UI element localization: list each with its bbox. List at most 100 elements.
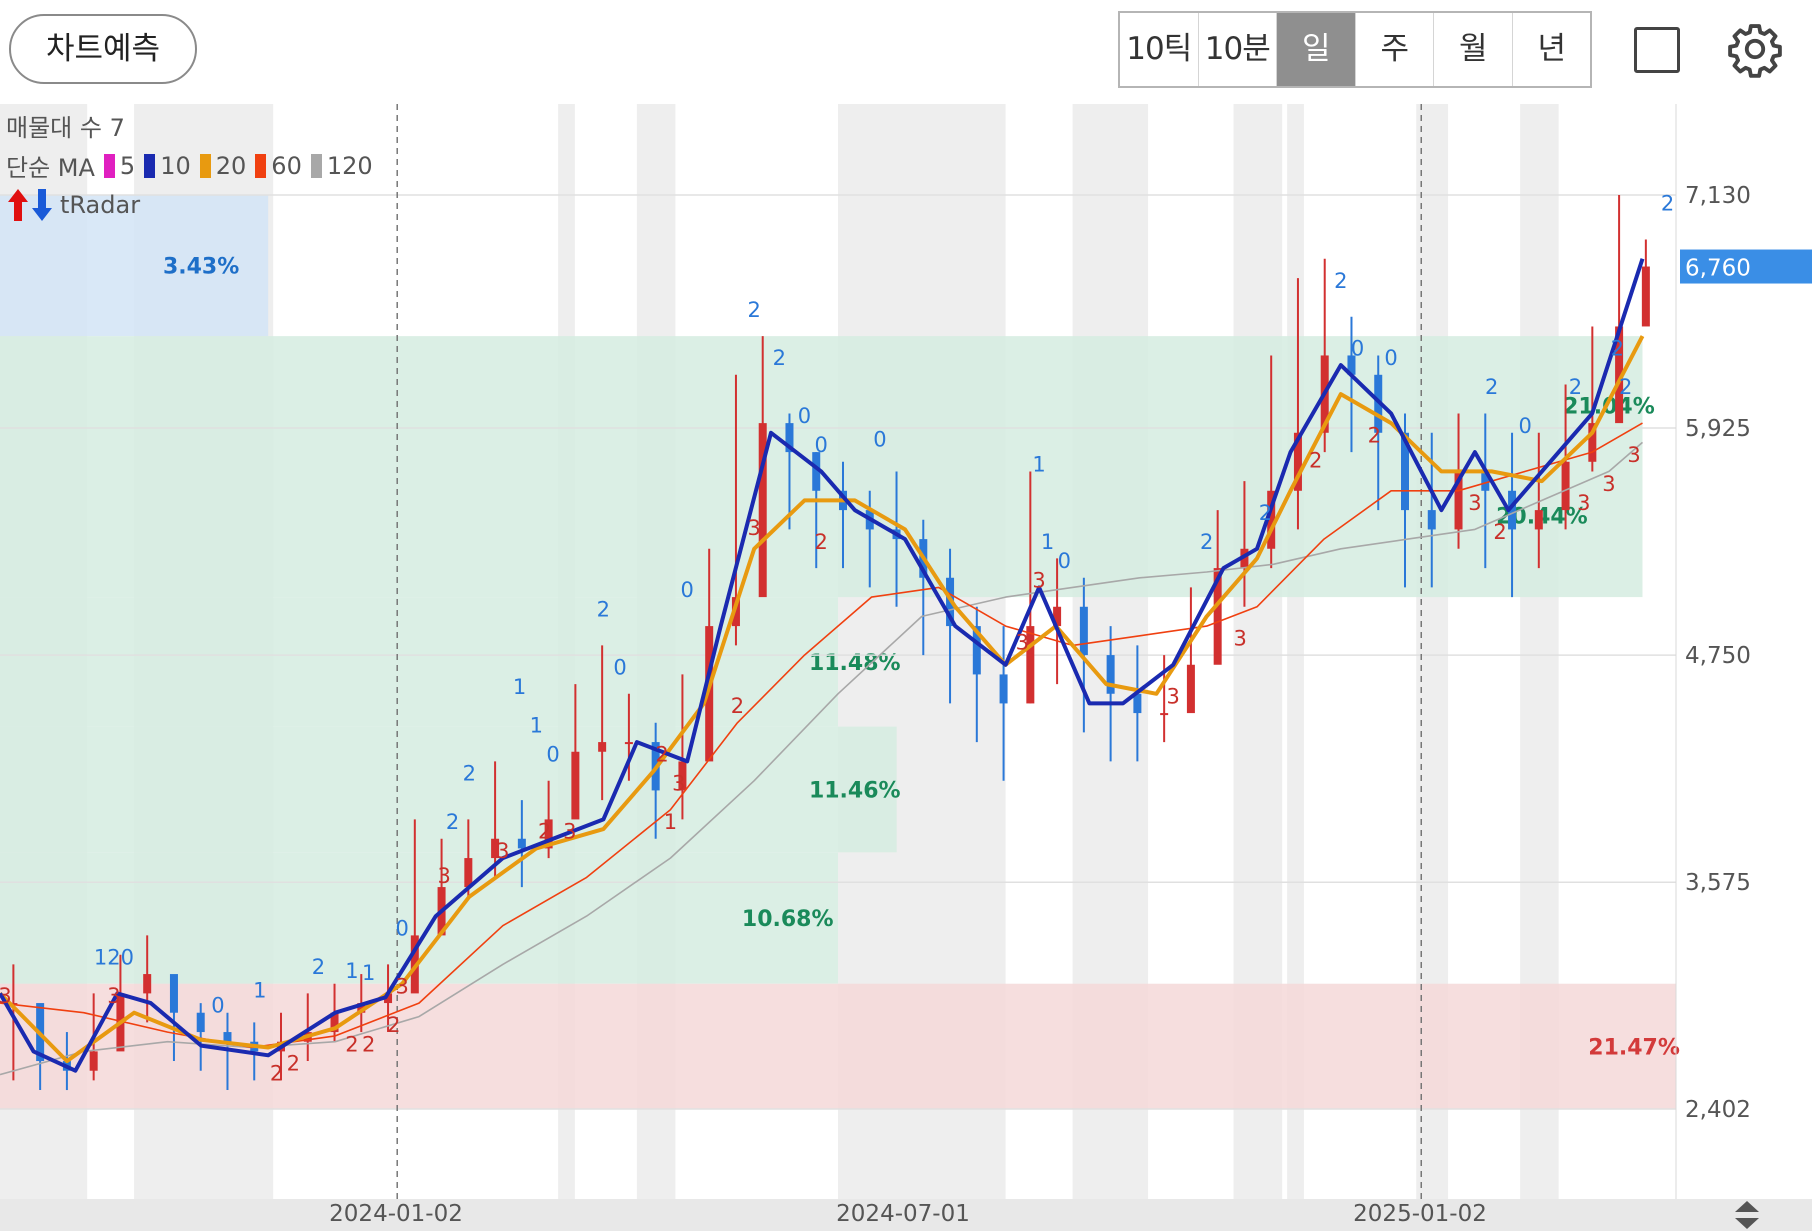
signal-label: 3 <box>107 984 120 1008</box>
candle-body <box>517 838 526 849</box>
date-tick: 2024-07-01 <box>836 1201 970 1227</box>
volume-profile-label: 매물대 수 7 <box>6 114 125 142</box>
candle-body <box>1561 461 1570 511</box>
candle-body <box>1347 355 1356 375</box>
candle-body <box>1293 432 1302 491</box>
candle-body <box>544 819 553 849</box>
gear-icon[interactable] <box>1726 20 1784 78</box>
signal-label: 0 <box>1518 414 1531 438</box>
period-day[interactable]: 일 <box>1277 13 1356 86</box>
signal-label: 0 <box>396 916 409 940</box>
signal-label: 20 <box>107 945 134 969</box>
volume-zone-label: 21.47% <box>1588 1035 1680 1060</box>
signal-label: 2 <box>1368 423 1381 447</box>
candle-body <box>169 974 178 1013</box>
signal-label: 1 <box>1032 452 1045 476</box>
signal-label: 2 <box>1493 520 1506 544</box>
signal-label: 0 <box>798 404 811 428</box>
volume-zone <box>0 336 1643 598</box>
signal-label: 3 <box>1234 626 1247 650</box>
volume-zone-label: 11.46% <box>809 778 901 803</box>
signal-label: 3 <box>1016 630 1029 654</box>
candle-body <box>1454 471 1463 530</box>
signal-label: 3 <box>437 864 450 888</box>
candle-body <box>1401 432 1410 511</box>
candle-body <box>1588 423 1597 462</box>
date-axis: 2024-01-02 2024-07-01 2025-01-02 <box>0 1199 1812 1231</box>
signal-label: 0 <box>1384 346 1397 370</box>
candle-body <box>196 1012 205 1033</box>
period-year[interactable]: 년 <box>1537 31 1566 67</box>
signal-label: 1 <box>94 945 107 969</box>
candle-body <box>1534 510 1543 530</box>
signal-label: 3 <box>1577 491 1590 515</box>
candle-body <box>972 626 981 675</box>
signal-label: 0 <box>613 655 626 679</box>
ma10-swatch <box>144 153 156 178</box>
signal-label: 2 <box>1259 501 1272 525</box>
signal-label: 2 <box>1485 375 1498 399</box>
candle-body <box>758 423 767 598</box>
date-tick: 2024-01-02 <box>329 1201 463 1227</box>
signal-label: 2 <box>287 1052 300 1076</box>
candle-body <box>1106 655 1115 694</box>
period-month[interactable]: 월 <box>1434 13 1513 86</box>
signal-label: 0 <box>211 994 224 1018</box>
signal-label: 0 <box>1058 549 1071 573</box>
price-tick: 3,575 <box>1685 870 1751 896</box>
period-selector: 10틱 10분 일 주 월 년 <box>1118 11 1592 88</box>
ma120-line <box>0 441 1644 1076</box>
scroll-arrows-icon[interactable] <box>1732 1200 1762 1230</box>
period-week[interactable]: 주 <box>1356 13 1434 86</box>
signal-label: 2 <box>312 955 325 979</box>
signal-label: 0 <box>680 578 693 602</box>
candle-body <box>1641 266 1650 327</box>
signal-label: 3 <box>496 839 509 863</box>
candle-body <box>1240 548 1249 569</box>
signal-label: 2 <box>345 1032 358 1056</box>
signal-label: 3 <box>396 974 409 998</box>
candle-body <box>1186 664 1195 714</box>
signal-label: 0 <box>815 433 828 457</box>
candle-body <box>1427 510 1436 530</box>
signal-label: 2 <box>815 530 828 554</box>
down-arrow-icon <box>32 189 52 221</box>
signal-label: 0 <box>873 427 886 451</box>
tradar-label: tRadar <box>60 191 141 219</box>
price-chart[interactable]: 3.43%21.04%20.44%11.48%11.46%10.68%21.47… <box>0 104 1812 1199</box>
signal-label: 1 <box>345 959 358 983</box>
volume-zone-label: 10.68% <box>742 907 834 932</box>
volume-zone <box>0 195 269 337</box>
square-icon[interactable] <box>1634 27 1680 73</box>
candle-body <box>1267 490 1276 549</box>
candle-body <box>1508 490 1517 530</box>
ma120-swatch <box>310 153 322 178</box>
candle-body <box>731 597 740 627</box>
candle-body <box>785 423 794 453</box>
candle-body <box>1133 693 1142 714</box>
price-tick: 7,130 <box>1685 183 1751 209</box>
candle-body <box>1079 606 1088 656</box>
signal-label: 1 <box>530 713 543 737</box>
signal-label: 3 <box>1602 472 1615 496</box>
signal-label: 2 <box>1619 375 1632 399</box>
ma-legend: 단순 MA 5 10 20 60 120 <box>6 148 373 183</box>
candle-body <box>1481 471 1490 491</box>
chart-predict-button[interactable]: 차트예측 <box>9 14 197 84</box>
signal-label: 0 <box>546 742 559 766</box>
signal-label: 2 <box>270 1061 283 1085</box>
period-10min[interactable]: 10분 <box>1199 13 1277 86</box>
ma20-line <box>0 335 1645 1064</box>
signal-label: 2 <box>387 1013 400 1037</box>
candle-body <box>705 626 714 762</box>
date-tick: 2025-01-02 <box>1353 1201 1487 1227</box>
signal-label: 3 <box>1032 568 1045 592</box>
chart-svg[interactable]: 3.43%21.04%20.44%11.48%11.46%10.68%21.47… <box>0 104 1812 1199</box>
candle-body <box>491 838 500 859</box>
signal-label: 1 <box>664 810 677 834</box>
period-10tick[interactable]: 10틱 <box>1120 13 1199 86</box>
signal-label: 2 <box>1200 530 1213 554</box>
candle-body <box>330 1012 339 1033</box>
signal-label: 3 <box>1167 684 1180 708</box>
ma60-swatch <box>255 153 267 178</box>
